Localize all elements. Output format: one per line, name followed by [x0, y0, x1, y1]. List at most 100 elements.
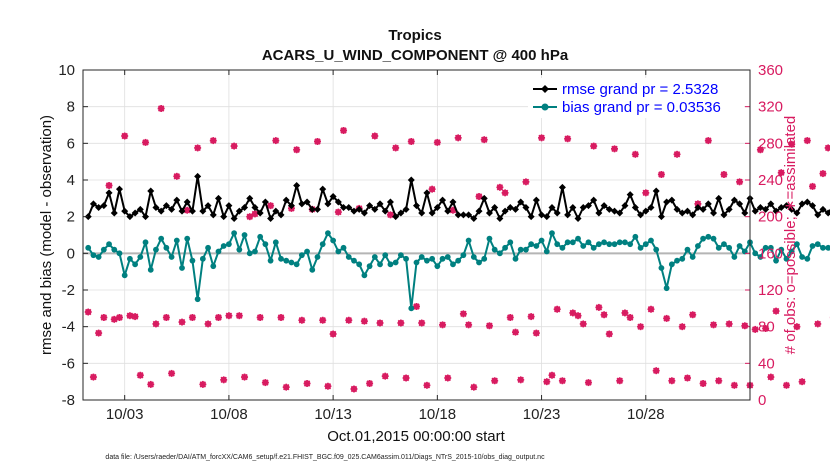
- obs-assimilated-point: [267, 202, 275, 210]
- bias-point: [444, 254, 451, 260]
- obs-assimilated-point: [710, 321, 718, 329]
- rmse-point: [95, 204, 103, 211]
- rmse-point: [366, 202, 374, 210]
- obs-assimilated-point: [611, 145, 619, 153]
- y-right-tick-label: 200: [758, 209, 783, 226]
- bias-point: [585, 239, 592, 246]
- rmse-point: [293, 182, 301, 189]
- rmse-point: [126, 213, 134, 221]
- rmse-point: [595, 209, 603, 217]
- bias-point: [126, 255, 133, 262]
- rmse-point: [407, 176, 415, 184]
- obs-assimilated-point: [756, 146, 764, 154]
- bias-point: [491, 246, 498, 253]
- bias-point: [413, 259, 420, 266]
- rmse-point: [668, 196, 676, 204]
- bias-point: [153, 246, 159, 253]
- rmse-point: [798, 200, 806, 208]
- y-left-tick-label: -4: [62, 319, 75, 336]
- rmse-point: [673, 205, 681, 213]
- bias-point: [85, 244, 92, 251]
- obs-assimilated-point: [720, 171, 728, 178]
- rmse-point: [621, 202, 629, 210]
- obs-assimilated-point: [334, 208, 342, 216]
- rmse-point: [631, 204, 639, 211]
- obs-assimilated-point: [241, 373, 249, 381]
- bias-point: [111, 246, 118, 253]
- obs-assimilated-point: [136, 371, 144, 379]
- rmse-point: [590, 196, 598, 204]
- bias-point: [278, 255, 284, 262]
- obs-assimilated-point: [157, 105, 165, 112]
- legend-rmse-marker: [541, 85, 549, 93]
- bias-point: [429, 255, 436, 262]
- obs-assimilated-point: [569, 309, 577, 317]
- obs-assimilated-point: [459, 310, 467, 318]
- bias-point: [314, 254, 321, 260]
- obs-assimilated-point: [152, 320, 160, 328]
- y-axis-left-label: rmse and bias (model - observation): [38, 115, 55, 355]
- bias-point: [627, 241, 634, 248]
- obs-assimilated-point: [590, 142, 598, 150]
- rmse-point: [84, 213, 92, 221]
- rmse-point: [470, 215, 478, 222]
- x-tick-label: 10/28: [627, 406, 665, 423]
- obs-assimilated-point: [413, 303, 420, 310]
- y-left-tick-label: -6: [62, 355, 75, 372]
- rmse-point: [543, 213, 551, 221]
- plot-frame: [82, 69, 751, 401]
- obs-assimilated-point: [595, 303, 603, 311]
- obs-assimilated-point: [178, 318, 186, 326]
- rmse-point: [465, 211, 473, 219]
- obs-assimilated-point: [418, 319, 426, 327]
- rmse-point: [548, 204, 556, 211]
- rmse-point: [772, 207, 780, 215]
- bias-point: [340, 244, 347, 251]
- bias-point: [809, 243, 816, 249]
- rmse-point: [762, 205, 770, 213]
- rmse-point: [538, 211, 546, 219]
- obs-assimilated-point: [512, 328, 520, 336]
- obs-assimilated-point: [423, 381, 431, 389]
- bias-point: [226, 241, 232, 248]
- bias-point: [752, 250, 759, 257]
- rmse-point: [459, 211, 467, 219]
- obs-assimilated-point: [496, 183, 504, 191]
- obs-assimilated-point: [319, 316, 327, 324]
- obs-assimilated-point: [543, 378, 551, 386]
- rmse-point: [777, 204, 785, 211]
- bias-point: [731, 254, 738, 260]
- rmse-point: [558, 183, 566, 191]
- rmse-point: [183, 198, 191, 206]
- rmse-point: [616, 209, 624, 217]
- rmse-point: [246, 194, 254, 202]
- bias-point: [257, 233, 264, 240]
- obs-assimilated-point: [454, 134, 462, 142]
- rmse-point: [313, 205, 321, 213]
- y-right-tick-label: 160: [758, 245, 783, 262]
- x-tick-label: 10/23: [523, 406, 561, 423]
- rmse-point: [329, 193, 337, 200]
- obs-assimilated-point: [777, 169, 785, 177]
- bias-point: [434, 263, 441, 270]
- obs-assimilated-point: [392, 144, 400, 152]
- obs-assimilated-point: [553, 305, 561, 313]
- bias-point: [137, 254, 144, 260]
- obs-assimilated-point: [730, 381, 738, 389]
- obs-assimilated-point: [277, 314, 285, 321]
- bias-point: [236, 246, 243, 253]
- obs-assimilated-point: [574, 312, 582, 320]
- obs-assimilated-point: [465, 321, 473, 329]
- obs-assimilated-point: [814, 320, 822, 328]
- bias-point: [674, 257, 680, 264]
- obs-assimilated-point: [230, 142, 238, 150]
- rmse-point: [611, 207, 619, 215]
- obs-assimilated-point: [251, 210, 259, 218]
- rmse-point: [663, 198, 671, 206]
- rmse-point: [173, 196, 181, 204]
- rmse-point: [142, 213, 150, 221]
- rmse-point: [657, 213, 665, 221]
- rmse-point: [522, 204, 530, 211]
- bias-point: [298, 252, 305, 259]
- x-tick-label: 10/08: [210, 406, 248, 423]
